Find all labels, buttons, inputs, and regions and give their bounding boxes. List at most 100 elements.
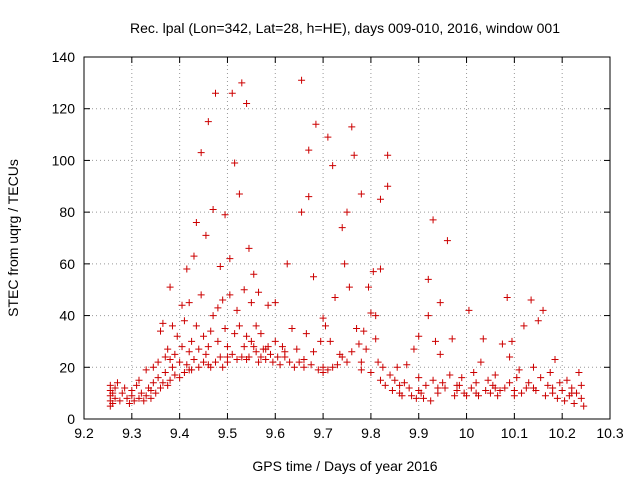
data-point	[202, 231, 210, 239]
data-point	[116, 397, 124, 405]
data-point	[398, 392, 406, 400]
data-point	[513, 374, 521, 382]
data-point	[185, 348, 193, 356]
data-point	[290, 363, 298, 371]
data-point	[369, 268, 377, 276]
data-point	[157, 384, 165, 392]
data-point	[400, 379, 408, 387]
data-point	[240, 286, 248, 294]
data-point	[183, 361, 191, 369]
x-tick-label: 9.5	[218, 425, 238, 441]
data-point	[185, 299, 193, 307]
data-point	[106, 381, 114, 389]
data-point	[228, 89, 236, 97]
data-point	[506, 379, 514, 387]
data-point	[415, 387, 423, 395]
data-point	[264, 301, 272, 309]
data-point	[147, 387, 155, 395]
data-point	[329, 162, 337, 170]
data-point	[575, 368, 583, 376]
data-point	[446, 371, 454, 379]
data-point	[135, 394, 143, 402]
data-point	[348, 123, 356, 131]
data-point	[300, 363, 308, 371]
data-point	[310, 273, 318, 281]
data-point	[333, 361, 341, 369]
data-point	[343, 358, 351, 366]
data-point	[121, 384, 129, 392]
data-point	[226, 255, 234, 263]
data-point	[106, 402, 114, 410]
data-point	[130, 397, 138, 405]
data-point	[525, 379, 533, 387]
data-point	[166, 376, 174, 384]
data-point	[154, 374, 162, 382]
data-point	[439, 379, 447, 387]
data-point	[159, 319, 167, 327]
x-tick-label: 10	[459, 425, 475, 441]
data-point	[283, 260, 291, 268]
data-point	[577, 381, 585, 389]
data-point	[408, 392, 416, 400]
y-tick-label: 100	[52, 152, 76, 168]
data-point	[243, 356, 251, 364]
data-point	[546, 368, 554, 376]
data-point	[166, 356, 174, 364]
data-point	[109, 389, 117, 397]
data-point	[233, 306, 241, 314]
x-tick-label: 9.2	[74, 425, 94, 441]
data-point	[219, 296, 227, 304]
data-point	[465, 306, 473, 314]
data-point	[436, 299, 444, 307]
data-point	[376, 195, 384, 203]
data-point	[164, 381, 172, 389]
data-point	[491, 384, 499, 392]
data-point	[379, 363, 387, 371]
data-point	[168, 322, 176, 330]
data-point	[192, 322, 200, 330]
data-point	[314, 366, 322, 374]
data-point	[458, 374, 466, 382]
data-point	[415, 332, 423, 340]
x-tick-label: 9.4	[170, 425, 190, 441]
data-point	[338, 224, 346, 232]
data-point	[424, 312, 432, 320]
data-point	[221, 325, 229, 332]
data-point	[319, 314, 327, 322]
data-point	[276, 361, 284, 369]
data-point	[338, 353, 346, 361]
data-point	[149, 363, 157, 371]
data-point	[580, 402, 588, 410]
data-point	[252, 322, 260, 330]
data-point	[235, 190, 243, 198]
y-tick-label: 60	[59, 256, 75, 272]
data-point	[453, 381, 461, 389]
data-point	[216, 262, 224, 270]
data-point	[534, 317, 542, 325]
x-axis-label: GPS time / Days of year 2016	[252, 458, 437, 474]
data-point	[405, 384, 413, 392]
data-point	[245, 244, 253, 252]
data-point	[553, 394, 561, 402]
data-point	[305, 193, 313, 201]
data-point	[255, 288, 263, 296]
data-point	[510, 387, 518, 395]
data-point	[195, 345, 203, 353]
data-point	[549, 384, 557, 392]
data-point	[233, 356, 241, 364]
data-point	[135, 376, 143, 384]
data-point	[223, 353, 231, 361]
data-point	[161, 353, 169, 361]
data-point	[376, 376, 384, 384]
data-point	[384, 182, 392, 190]
data-point	[479, 335, 487, 343]
data-point	[374, 358, 382, 366]
data-point	[250, 270, 258, 278]
data-point	[257, 330, 265, 338]
data-point	[221, 211, 229, 219]
data-point	[252, 348, 260, 356]
data-point	[235, 322, 243, 330]
data-point	[391, 376, 399, 384]
data-point	[137, 389, 145, 397]
